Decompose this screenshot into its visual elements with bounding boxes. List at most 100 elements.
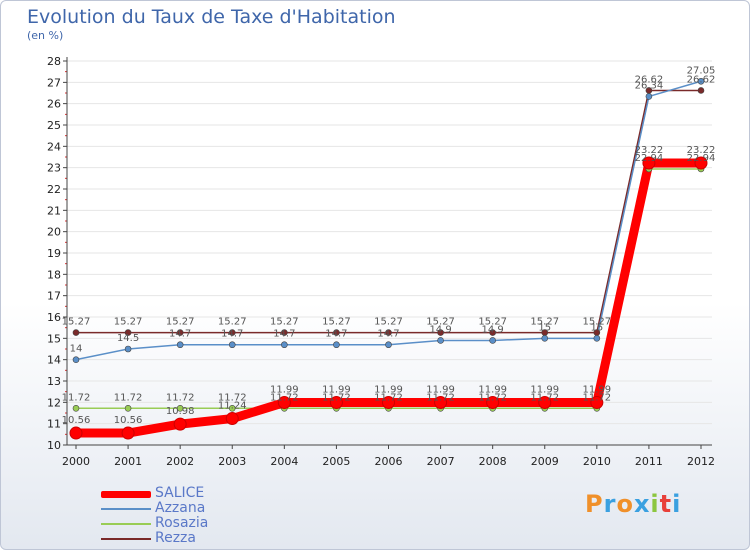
point-azzana bbox=[385, 341, 392, 349]
point-azzana bbox=[697, 77, 705, 85]
point-rezza bbox=[333, 329, 340, 336]
legend-swatch-rezza bbox=[101, 538, 151, 540]
x-tick-label: 2002 bbox=[166, 455, 194, 468]
logo-letter: x bbox=[633, 490, 651, 518]
point-rezza bbox=[385, 329, 392, 336]
proxiti-logo: Proxiti bbox=[585, 490, 681, 518]
legend: SALICE Azzana Rosazia Rezza bbox=[101, 485, 301, 547]
point-salice bbox=[173, 417, 187, 431]
value-label-azzana: 14.7 bbox=[273, 329, 295, 340]
y-tick-label: 19 bbox=[47, 247, 61, 260]
value-label-rosazia: 11.72 bbox=[530, 392, 559, 403]
value-label-salice: 10.98 bbox=[166, 406, 195, 417]
legend-item-rosazia: Rosazia bbox=[101, 515, 301, 532]
y-tick-label: 10 bbox=[47, 439, 61, 452]
point-azzana bbox=[489, 337, 496, 344]
y-tick-label: 27 bbox=[47, 76, 61, 89]
value-label-salice: 11.99 bbox=[374, 385, 403, 396]
value-label-azzana: 14.9 bbox=[482, 324, 504, 335]
value-label-rezza: 15.27 bbox=[374, 317, 403, 328]
point-salice bbox=[382, 396, 395, 410]
point-rosazia bbox=[72, 405, 80, 412]
y-tick-label: 23 bbox=[47, 162, 61, 175]
point-rosazia bbox=[124, 405, 132, 412]
value-label-azzana: 14.7 bbox=[325, 329, 347, 340]
series-lines bbox=[71, 80, 706, 438]
point-azzana bbox=[437, 337, 444, 344]
point-azzana bbox=[281, 341, 288, 349]
point-salice bbox=[434, 396, 448, 410]
value-label-azzana: 14.9 bbox=[429, 324, 451, 335]
value-label-salice: 11.99 bbox=[322, 385, 351, 396]
point-rezza bbox=[176, 329, 184, 336]
point-salice bbox=[329, 396, 343, 410]
x-tick-label: 2007 bbox=[427, 455, 455, 468]
value-label-salice: 10.56 bbox=[114, 415, 143, 426]
y-tick-label: 26 bbox=[47, 98, 61, 111]
x-tick-label: 2004 bbox=[270, 455, 298, 468]
value-label-rosazia: 11.72 bbox=[270, 392, 299, 403]
value-label-rezza: 26.62 bbox=[635, 74, 664, 85]
value-label-rezza: 15.27 bbox=[426, 317, 455, 328]
point-salice bbox=[694, 156, 708, 170]
point-azzana bbox=[541, 335, 549, 342]
point-rezza bbox=[697, 87, 705, 94]
value-label-salice: 11.99 bbox=[270, 385, 299, 396]
value-label-rezza: 15.27 bbox=[322, 317, 351, 328]
point-salice bbox=[225, 412, 239, 426]
value-label-salice: 23.22 bbox=[635, 145, 664, 156]
value-label-salice: 11.99 bbox=[583, 385, 612, 396]
point-rosazia bbox=[176, 405, 184, 412]
x-tick-label: 2000 bbox=[62, 455, 90, 468]
series-line-rezza bbox=[75, 89, 702, 334]
value-label-salice: 23.22 bbox=[687, 145, 716, 156]
x-tick-label: 2012 bbox=[687, 455, 715, 468]
logo-letter: P bbox=[585, 490, 604, 518]
value-label-rosazia: 11.72 bbox=[322, 392, 351, 403]
value-label-rezza: 26.62 bbox=[687, 74, 716, 85]
y-tick-label: 20 bbox=[47, 226, 61, 239]
legend-label-rezza: Rezza bbox=[155, 530, 196, 546]
logo-letter: t bbox=[659, 490, 673, 518]
legend-item-rezza: Rezza bbox=[101, 530, 301, 547]
value-label-salice: 11.99 bbox=[426, 385, 455, 396]
point-azzana bbox=[72, 356, 80, 363]
legend-swatch-salice bbox=[101, 491, 151, 498]
value-label-rezza: 15.27 bbox=[270, 317, 299, 328]
point-azzana bbox=[333, 341, 340, 349]
point-rosazia bbox=[228, 405, 236, 412]
legend-swatch-azzana bbox=[101, 508, 151, 510]
value-label-salice: 11.99 bbox=[478, 385, 507, 396]
point-rezza bbox=[124, 329, 132, 336]
value-label-azzana: 14 bbox=[70, 344, 83, 355]
value-label-rosazia: 22.94 bbox=[687, 153, 716, 164]
x-tick-label: 2006 bbox=[375, 455, 403, 468]
value-label-azzana: 14.7 bbox=[169, 329, 191, 340]
point-salice bbox=[69, 426, 83, 440]
y-tick-label: 24 bbox=[47, 140, 61, 153]
point-azzana bbox=[593, 335, 601, 342]
point-salice bbox=[121, 426, 135, 440]
value-label-azzana: 15 bbox=[538, 322, 551, 333]
point-rezza bbox=[437, 329, 444, 336]
value-label-azzana: 14.7 bbox=[221, 329, 243, 340]
value-label-azzana: 15 bbox=[590, 322, 603, 333]
y-tick-label: 12 bbox=[47, 396, 61, 409]
value-label-rezza: 15.27 bbox=[583, 317, 612, 328]
value-label-azzana: 26.34 bbox=[635, 80, 664, 91]
x-tick-label: 2009 bbox=[531, 455, 559, 468]
value-label-rezza: 15.27 bbox=[166, 317, 195, 328]
value-label-rosazia: 11.72 bbox=[62, 392, 91, 403]
chart-title: Evolution du Taux de Taxe d'Habitation bbox=[27, 6, 396, 28]
x-tick-label: 2008 bbox=[479, 455, 507, 468]
x-tick-label: 2005 bbox=[322, 455, 350, 468]
legend-swatch-rosazia bbox=[101, 523, 151, 525]
point-salice bbox=[486, 396, 500, 410]
y-tick-label: 22 bbox=[47, 183, 61, 196]
value-label-azzana: 14.7 bbox=[377, 329, 399, 340]
value-label-rosazia: 22.94 bbox=[635, 153, 664, 164]
y-tick-label: 16 bbox=[47, 311, 61, 324]
y-tick-label: 17 bbox=[47, 290, 61, 303]
x-tick-label: 2003 bbox=[218, 455, 246, 468]
